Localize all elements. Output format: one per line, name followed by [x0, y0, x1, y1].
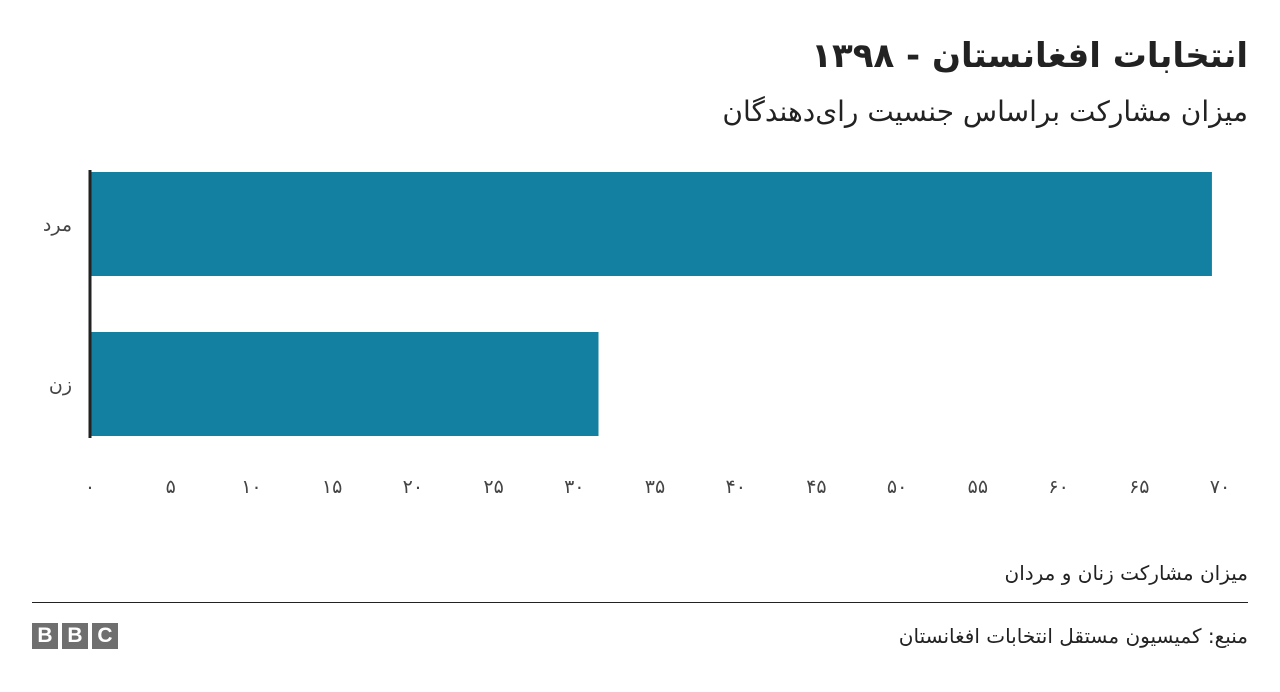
x-tick-label: ۴۰	[726, 476, 746, 498]
x-tick-label: ۵۰	[887, 476, 907, 498]
bar-0	[90, 172, 1212, 276]
x-tick-label: ۶۵	[1129, 476, 1149, 498]
x-tick-label: ۳۵	[645, 476, 665, 498]
x-tick-label: ۱۵	[322, 476, 342, 498]
bbc-logo: B B C	[32, 623, 118, 649]
x-tick-label: ۲۰	[403, 476, 423, 498]
x-tick-label: ۴۵	[806, 476, 826, 498]
x-tick-label: ۰	[85, 476, 95, 498]
x-tick-label: ۵۵	[968, 476, 988, 498]
category-label: مرد	[43, 214, 72, 236]
chart-subtitle: میزان مشارکت براساس جنسیت رای‌دهندگان	[722, 95, 1248, 128]
logo-letter: B	[62, 623, 88, 649]
x-tick-label: ۷۰	[1210, 476, 1230, 498]
chart-title: انتخابات افغانستان - ۱۳۹۸	[811, 36, 1248, 76]
x-tick-label: ۱۰	[241, 476, 261, 498]
category-label: زن	[49, 374, 72, 396]
chart-source: منبع: کمیسیون مستقل انتخابات افغانستان	[898, 624, 1248, 648]
bar-1	[90, 332, 599, 436]
chart-note: میزان مشارکت زنان و مردان	[1004, 561, 1249, 585]
logo-letter: C	[92, 623, 118, 649]
x-tick-label: ۳۰	[564, 476, 584, 498]
bar-chart: مرد زن ۰ ۵ ۱۰ ۱۵ ۲۰ ۲۵ ۳۰ ۳۵ ۴۰ ۴۵ ۵۰ ۵۵ ۶۰ ۶۵ ۷۰	[43, 170, 1230, 498]
x-tick-label: ۶۰	[1048, 476, 1068, 498]
x-tick-label: ۲۵	[483, 476, 503, 498]
x-tick-label: ۵	[166, 476, 176, 498]
footer-divider	[32, 602, 1248, 603]
logo-letter: B	[32, 623, 58, 649]
